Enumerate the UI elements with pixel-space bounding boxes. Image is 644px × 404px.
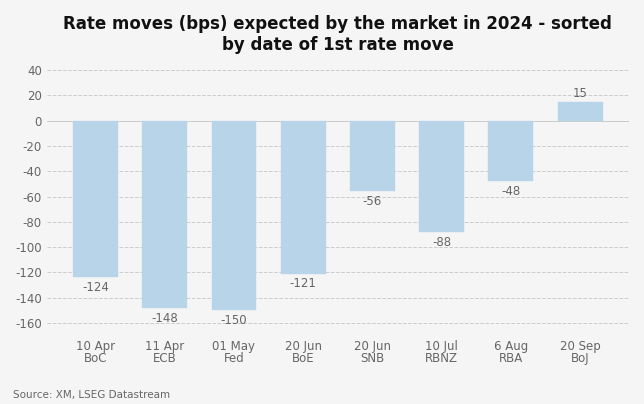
Text: -48: -48 <box>501 185 520 198</box>
Text: -121: -121 <box>290 278 317 290</box>
Text: -124: -124 <box>82 281 109 294</box>
Text: -148: -148 <box>151 311 178 325</box>
Text: RBNZ: RBNZ <box>425 352 458 365</box>
Text: 15: 15 <box>573 87 587 100</box>
Bar <box>488 121 533 181</box>
Text: Fed: Fed <box>223 352 244 365</box>
Bar <box>211 121 256 310</box>
Text: 20 Jun: 20 Jun <box>354 340 391 353</box>
Bar <box>142 121 187 308</box>
Text: -56: -56 <box>363 195 382 208</box>
Text: 10 Apr: 10 Apr <box>76 340 115 353</box>
Bar <box>281 121 326 274</box>
Title: Rate moves (bps) expected by the market in 2024 - sorted
by date of 1st rate mov: Rate moves (bps) expected by the market … <box>63 15 612 54</box>
Text: SNB: SNB <box>360 352 384 365</box>
Text: BoJ: BoJ <box>571 352 589 365</box>
Text: -150: -150 <box>221 314 247 327</box>
Text: ECB: ECB <box>153 352 176 365</box>
Bar <box>419 121 464 232</box>
Text: Source: XM, LSEG Datastream: Source: XM, LSEG Datastream <box>13 390 170 400</box>
Bar <box>350 121 395 191</box>
Text: 11 Apr: 11 Apr <box>145 340 184 353</box>
Text: 20 Jun: 20 Jun <box>285 340 322 353</box>
Text: 20 Sep: 20 Sep <box>560 340 600 353</box>
Bar <box>558 102 603 121</box>
Bar <box>73 121 118 278</box>
Text: 01 May: 01 May <box>213 340 256 353</box>
Text: RBA: RBA <box>498 352 523 365</box>
Text: 6 Aug: 6 Aug <box>494 340 528 353</box>
Text: -88: -88 <box>432 236 451 249</box>
Text: BoE: BoE <box>292 352 314 365</box>
Text: 10 Jul: 10 Jul <box>425 340 458 353</box>
Text: BoC: BoC <box>84 352 108 365</box>
